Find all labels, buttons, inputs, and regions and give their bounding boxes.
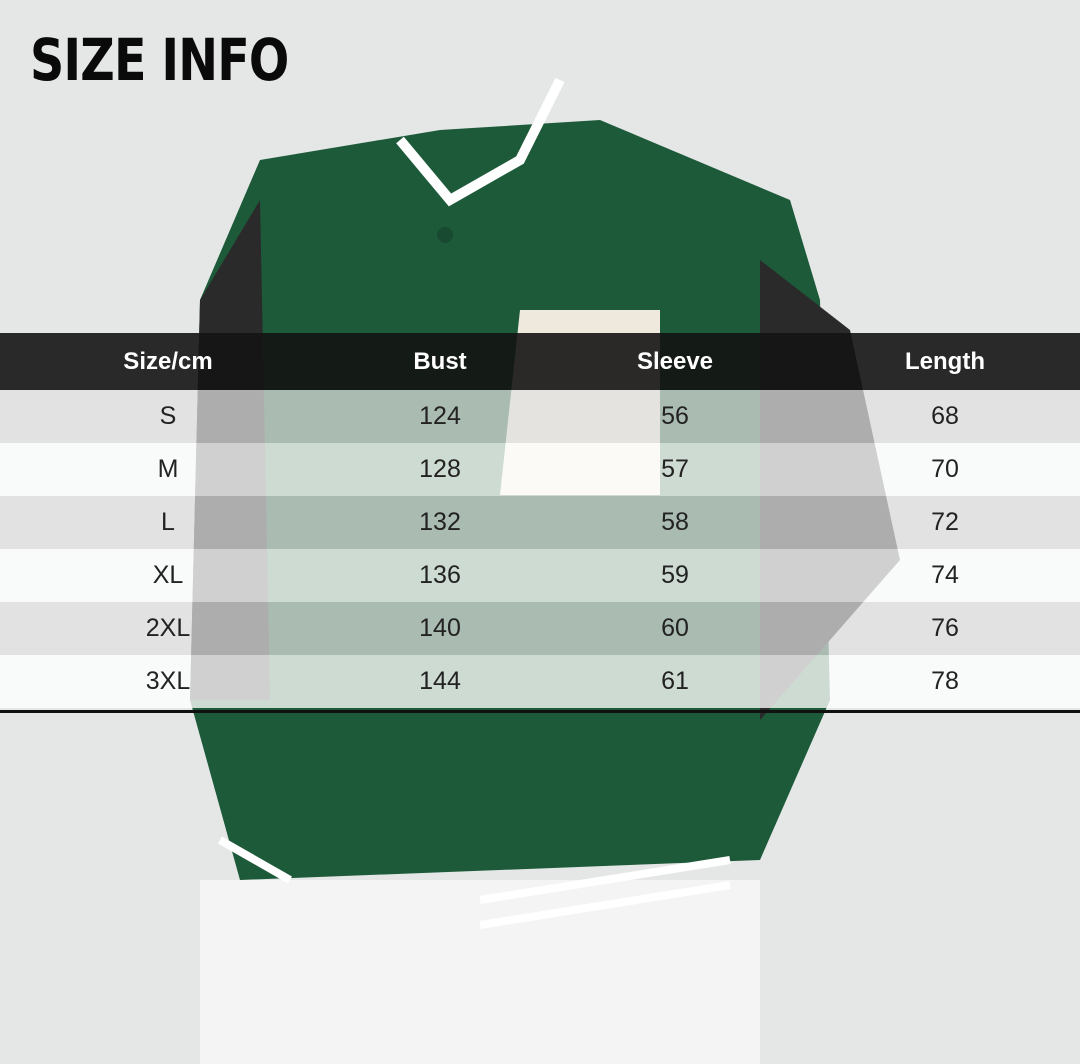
sleeve-cell: 61: [661, 667, 689, 695]
table-row: M 128 57 70: [0, 443, 1080, 496]
bust-cell: 144: [419, 667, 461, 695]
size-cell: S: [159, 402, 177, 430]
size-cell: L: [161, 508, 175, 536]
size-cell: 2XL: [145, 614, 191, 642]
length-cell: 78: [931, 667, 959, 695]
header-size: Size/cm: [123, 347, 213, 375]
bust-cell: 136: [419, 561, 461, 589]
sleeve-cell: 59: [661, 561, 689, 589]
sleeve-cell: 58: [661, 508, 689, 536]
sleeve-cell: 56: [661, 402, 689, 430]
size-cell: XL: [152, 561, 184, 589]
size-info-title: SIZE INFO: [30, 26, 289, 94]
table-row: 2XL 140 60 76: [0, 602, 1080, 655]
sleeve-cell: 57: [661, 455, 689, 483]
table-row: 3XL 144 61 78: [0, 655, 1080, 708]
bust-cell: 124: [419, 402, 461, 430]
header-sleeve: Sleeve: [636, 347, 714, 375]
size-cell: M: [157, 455, 179, 483]
header-length: Length: [905, 347, 985, 375]
length-cell: 68: [931, 402, 959, 430]
sleeve-cell: 60: [661, 614, 689, 642]
table-row: XL 136 59 74: [0, 549, 1080, 602]
size-chart-table: Size/cm Bust Sleeve Length S 124 56 68 M 128 5…: [0, 333, 1080, 713]
table-header: Size/cm Bust Sleeve Length: [0, 333, 1080, 390]
length-cell: 72: [931, 508, 959, 536]
bust-cell: 132: [419, 508, 461, 536]
table-row: S 124 56 68: [0, 390, 1080, 443]
table-bottom-rule: [0, 710, 1080, 713]
length-cell: 76: [931, 614, 959, 642]
size-cell: 3XL: [145, 667, 191, 695]
bust-cell: 140: [419, 614, 461, 642]
length-cell: 74: [931, 561, 959, 589]
table-row: L 132 58 72: [0, 496, 1080, 549]
length-cell: 70: [931, 455, 959, 483]
header-bust: Bust: [413, 347, 467, 375]
bust-cell: 128: [419, 455, 461, 483]
